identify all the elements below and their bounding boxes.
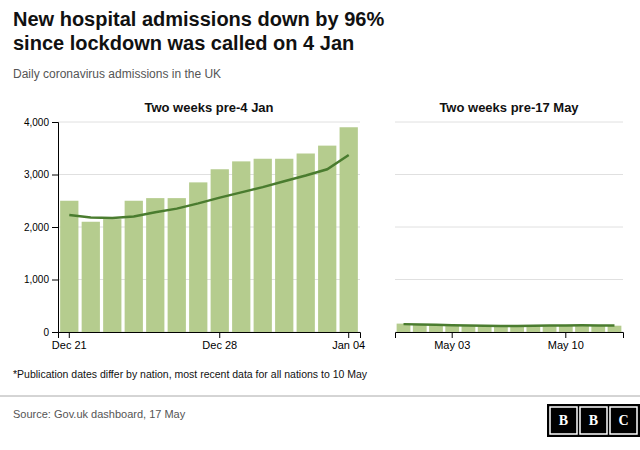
x-tick-mark xyxy=(348,332,349,338)
logo: BBC xyxy=(547,404,640,437)
marks xyxy=(397,324,622,332)
bar xyxy=(413,325,427,332)
x-tick-mark xyxy=(69,332,70,338)
y-tick-label: 3,000 xyxy=(24,169,49,180)
x-tick: May 10 xyxy=(548,332,584,351)
bar xyxy=(318,146,336,332)
bar xyxy=(146,198,164,332)
x-axis: Dec 21 Dec 28 Jan 04 xyxy=(52,332,365,351)
x-tick-label: May 10 xyxy=(548,339,584,351)
bar xyxy=(82,222,100,332)
bar xyxy=(275,159,293,332)
y-tick-mark xyxy=(52,332,58,333)
x-axis: May 03 May 10 xyxy=(396,332,624,351)
logo-letter: B xyxy=(589,413,598,428)
x-tick-label: Dec 21 xyxy=(52,339,87,351)
grid-line xyxy=(395,279,623,280)
x-tick: Dec 21 xyxy=(52,332,87,351)
grid xyxy=(58,122,360,332)
subtitle: Daily coronavirus admissions in the UK xyxy=(13,67,221,81)
panel-title: Two weeks pre-4 Jan xyxy=(144,100,273,115)
x-tick-mark xyxy=(452,332,453,338)
bars xyxy=(397,324,622,332)
separator xyxy=(0,396,640,397)
logo-background xyxy=(547,404,640,437)
line xyxy=(404,324,615,326)
panel: Dec 21 Dec 28 Jan 04 0 1,000 2,000 3,000 4,000 T… xyxy=(24,100,365,351)
y-tick: 2,000 xyxy=(24,222,58,233)
bar xyxy=(168,198,186,332)
bar xyxy=(125,201,143,332)
title: since lockdown was called on 4 Jan xyxy=(13,32,354,54)
x-tick-mark xyxy=(565,332,566,338)
x-tick: Jan 04 xyxy=(332,332,365,351)
logo-box xyxy=(550,407,577,434)
grid-line xyxy=(395,227,623,228)
y-tick: 1,000 xyxy=(24,274,58,285)
y-tick-mark xyxy=(52,175,58,176)
x-tick-label: Dec 28 xyxy=(202,339,237,351)
grid xyxy=(395,122,623,332)
source: Source: Gov.uk dashboard, 17 May xyxy=(13,408,186,420)
x-tick-label: Jan 04 xyxy=(332,339,365,351)
y-tick-label: 2,000 xyxy=(24,222,49,233)
bar xyxy=(297,154,315,333)
y-tick-label: 0 xyxy=(43,327,49,338)
footnote: *Publication dates differ by nation, mos… xyxy=(13,368,368,380)
bars xyxy=(60,127,358,332)
grid-line xyxy=(395,122,623,123)
logo-box xyxy=(580,407,607,434)
y-tick-label: 1,000 xyxy=(24,274,49,285)
marks xyxy=(60,127,358,332)
y-tick: 3,000 xyxy=(24,169,58,180)
x-tick: Dec 28 xyxy=(202,332,237,351)
x-tick: May 03 xyxy=(434,332,470,351)
bar xyxy=(211,169,229,332)
panel-title: Two weeks pre-17 May xyxy=(439,100,579,115)
title: New hospital admissions down by 96% xyxy=(13,8,384,30)
bar xyxy=(429,325,443,332)
bar xyxy=(103,219,121,332)
x-tick-mark xyxy=(219,332,220,338)
bar xyxy=(232,161,250,332)
bar xyxy=(478,326,492,332)
y-tick-mark xyxy=(52,280,58,281)
x-axis-line xyxy=(396,333,624,339)
x-tick-label: May 03 xyxy=(434,339,470,351)
x-axis-line xyxy=(59,333,361,339)
logo-letter: C xyxy=(618,413,628,428)
y-axis-line xyxy=(52,123,59,333)
y-tick-label: 4,000 xyxy=(24,117,49,128)
panel: May 03 May 10 Two weeks pre-17 May xyxy=(395,100,624,351)
bar xyxy=(462,326,476,332)
bar xyxy=(60,201,78,332)
y-tick: 4,000 xyxy=(24,117,58,128)
logo-box xyxy=(610,407,637,434)
chart: New hospital admissions down by 96%since… xyxy=(0,0,640,450)
y-tick-mark xyxy=(52,227,58,228)
y-axis: 0 1,000 2,000 3,000 4,000 xyxy=(24,117,59,338)
bar xyxy=(445,326,459,332)
y-tick-mark xyxy=(52,122,58,123)
grid-line xyxy=(395,174,623,175)
logo-letter: B xyxy=(559,413,568,428)
line xyxy=(69,155,348,218)
grid-line xyxy=(58,122,360,123)
y-tick: 0 xyxy=(43,327,58,338)
